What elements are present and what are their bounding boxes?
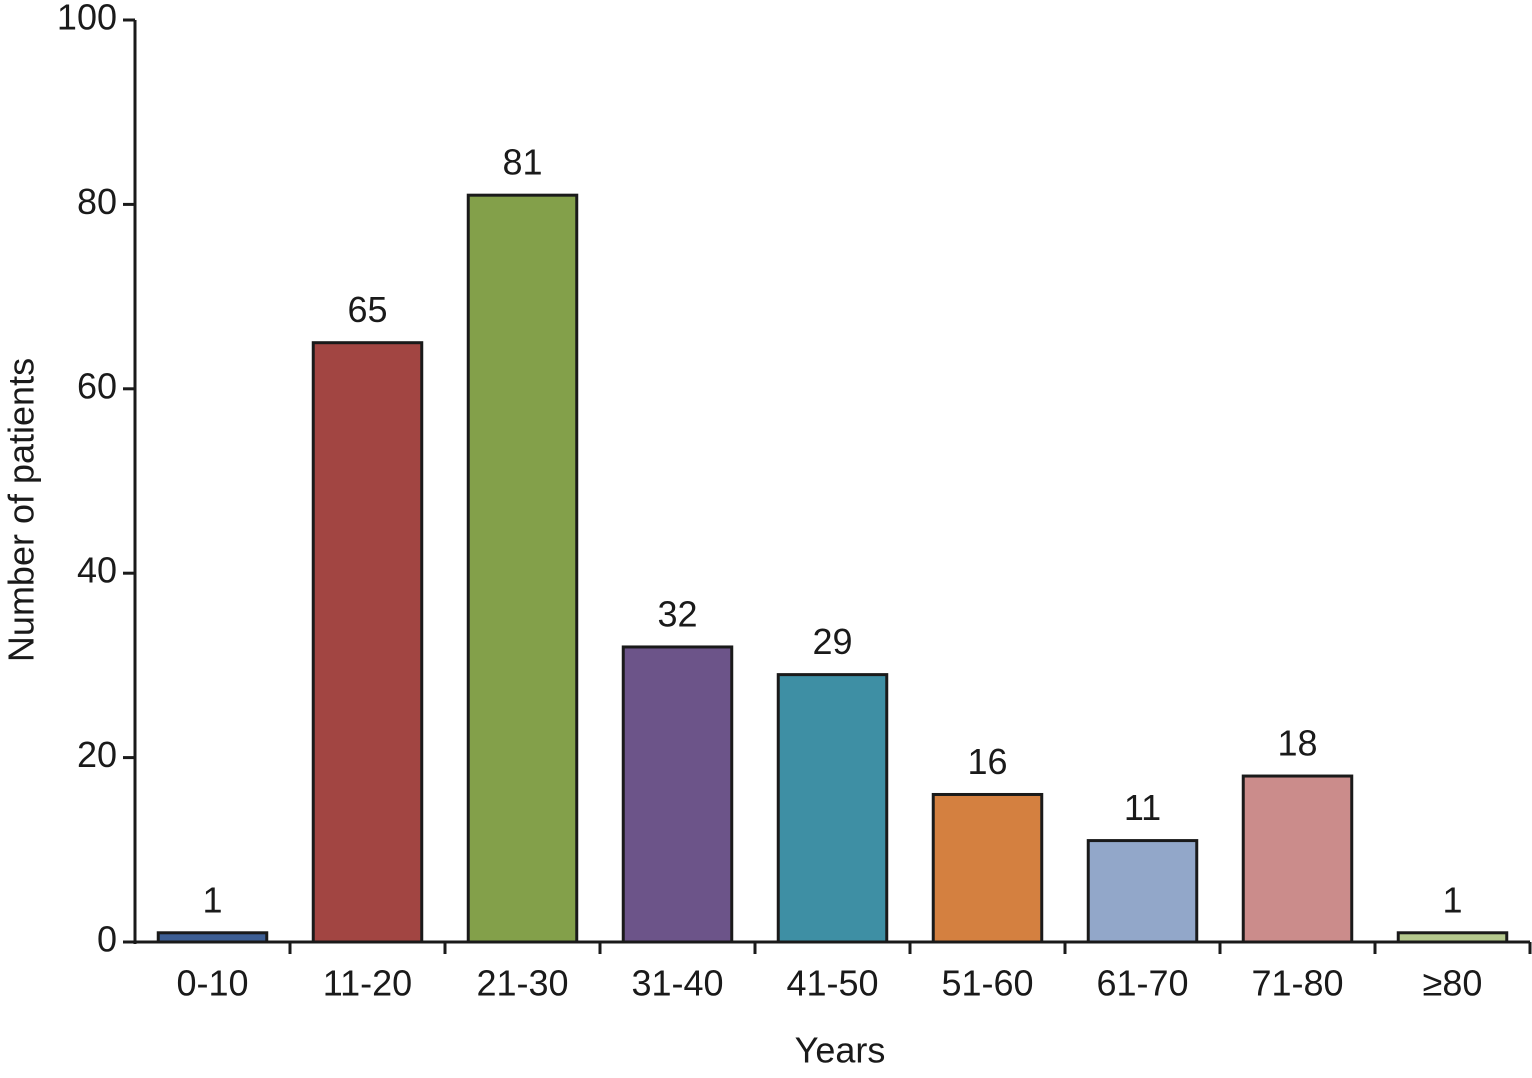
y-tick-label: 40	[77, 550, 117, 591]
bar	[1396, 931, 1509, 944]
x-axis-label: Years	[795, 1030, 886, 1071]
value-label: 29	[812, 621, 852, 662]
bar	[311, 341, 424, 944]
x-tick-label: 41-50	[786, 963, 878, 1004]
x-tick-label: 11-20	[323, 963, 412, 1004]
value-label: 1	[1442, 879, 1462, 920]
bar	[621, 645, 734, 944]
x-tick-label: 31-40	[631, 963, 723, 1004]
value-label: 11	[1124, 787, 1161, 828]
y-tick-label: 80	[77, 181, 117, 222]
bar	[1241, 774, 1354, 944]
bar	[466, 193, 579, 944]
value-label: 18	[1277, 723, 1317, 764]
x-tick-label: ≥80	[1423, 963, 1483, 1004]
bar	[931, 792, 1044, 944]
x-tick-label: 61-70	[1096, 963, 1188, 1004]
x-tick-label: 71-80	[1251, 963, 1343, 1004]
value-label: 1	[202, 879, 222, 920]
bar	[776, 673, 889, 944]
y-tick-label: 20	[77, 734, 117, 775]
x-tick-label: 21-30	[476, 963, 568, 1004]
value-label: 81	[502, 142, 542, 183]
y-tick-label: 100	[57, 0, 117, 38]
y-tick-label: 60	[77, 365, 117, 406]
y-axis-label: Number of patients	[1, 358, 42, 662]
x-tick-label: 51-60	[941, 963, 1033, 1004]
bar	[156, 931, 269, 944]
y-tick-label: 0	[97, 919, 117, 960]
value-label: 32	[657, 593, 697, 634]
value-label: 65	[347, 289, 387, 330]
value-label: 16	[967, 741, 1007, 782]
bar	[1086, 839, 1199, 944]
x-tick-label: 0-10	[176, 963, 248, 1004]
